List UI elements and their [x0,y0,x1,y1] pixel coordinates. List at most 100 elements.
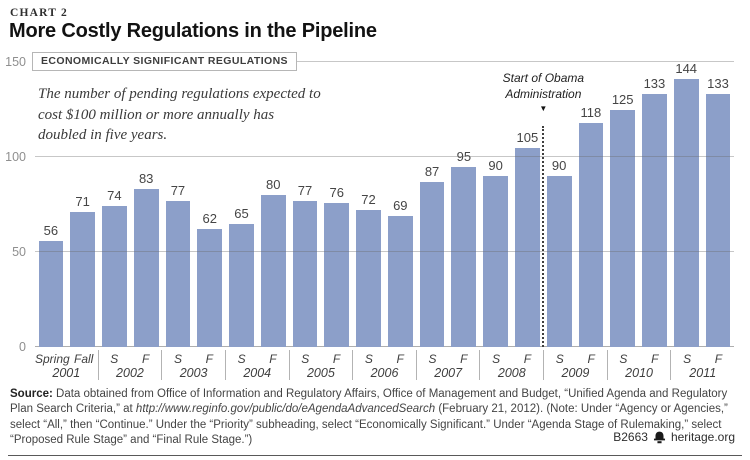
bar [514,147,540,347]
x-axis-group: S F 2005 [288,350,353,380]
bar-value-label: 87 [424,163,440,179]
x-axis-group: S F 2003 [161,350,225,380]
season-label: S [301,352,310,366]
year-label: 2001 [52,366,81,380]
season-label: S [619,352,628,366]
bar-slot: 56 [35,62,67,347]
bars: 56 71 74 83 77 62 65 80 77 76 72 69 87 95 90 105 90 118 12… [35,62,734,347]
bar-slot: 133 [702,62,734,347]
bar-slot: 77 [289,62,321,347]
season-label: Spring [35,352,70,366]
season-label: S [173,352,182,366]
year-label: 2009 [561,366,590,380]
event-marker-line [542,126,545,347]
bar-slot: 105 [511,62,543,347]
season-label: F [460,352,468,366]
bar-slot: 125 [607,62,639,347]
gridline [35,61,734,62]
bar-slot: 90 [543,62,575,347]
bar-value-label: 105 [516,129,539,145]
plot-area: 0 50 100 150 56 71 74 83 77 62 65 80 77 76 72 69 87 95 90… [5,52,734,354]
gridline [35,251,734,252]
bar-value-label: 77 [297,182,313,198]
x-axis-group: S F 2007 [415,350,480,380]
x-axis-group: S F 2008 [479,350,543,380]
doc-id: B2663 [613,430,648,444]
bar [546,176,572,347]
x-axis-group: S F 2004 [224,350,289,380]
bar [705,94,731,347]
source-text-post: (February 21, 2012). (Note: Under “Agenc… [10,403,728,446]
source-text-pre: Data obtained from Office of Information… [10,388,728,416]
bar [578,122,604,347]
season-label: F [651,352,659,366]
bar-value-label: 95 [456,148,472,164]
bar-slot: 144 [670,62,702,347]
bar [610,109,636,347]
gridlines: 0 50 100 150 [5,55,734,354]
bar [102,206,127,347]
bar-value-label: 71 [75,194,90,210]
page-title: More Costly Regulations in the Pipeline [9,20,377,42]
bar-value-label: 144 [675,61,698,76]
bar [642,94,667,347]
bar-value-label: 90 [488,158,503,173]
bar-value-label: 65 [234,205,249,221]
bar-value-label: 69 [393,197,408,213]
bar [229,223,254,347]
bar-slot: 62 [194,62,226,347]
bar-value-label: 72 [361,192,376,208]
bar-value-label: 56 [43,222,59,238]
season-label: F [269,352,277,366]
y-axis-label: 100 [5,150,26,165]
source-note: Source: Data obtained from Office of Inf… [10,387,743,448]
bar [387,215,413,347]
bar-value-label: 83 [138,171,154,187]
season-label: S [364,352,373,366]
x-axis-group: S F 2002 [97,350,162,380]
bar [419,181,445,347]
heritage-bell-icon [653,431,665,443]
gridline [35,156,734,157]
down-arrow-icon: ▼ [539,104,548,113]
bar-slot: 133 [639,62,671,347]
x-axis-group: S F 2010 [606,350,671,380]
x-axis-group: S F 2009 [543,350,607,380]
chart-kicker: CHART 2 [10,7,68,19]
year-label: 2004 [243,366,272,380]
bar [673,79,699,347]
season-label: F [332,352,341,366]
year-label: 2006 [370,366,399,380]
series-label-box: ECONOMICALLY SIGNIFICANT REGULATIONS [32,52,297,71]
bottom-rule [8,455,742,456]
bar [133,189,159,347]
bar-slot: 77 [162,62,194,347]
gridline [35,346,734,347]
source-label: Source: [10,388,53,400]
y-axis-label: 150 [5,55,26,69]
bar [483,176,508,347]
season-label: S [492,352,501,366]
source-url: http://www.reginfo.gov/public/do/eAgenda… [135,403,436,416]
x-axis-group: Spring Fall 2001 [35,350,98,380]
year-label: 2007 [434,366,463,380]
bar-value-label: 90 [551,158,567,173]
bar-slot: 76 [321,62,353,347]
season-label: F [523,352,532,366]
x-axis-group: S F 2011 [670,350,734,380]
season-label: S [683,352,692,366]
bar-value-label: 62 [202,211,217,227]
bar [324,202,350,347]
bar-value-label: 125 [611,91,634,107]
site-label: heritage.org [670,430,735,444]
season-label: S [110,352,119,366]
